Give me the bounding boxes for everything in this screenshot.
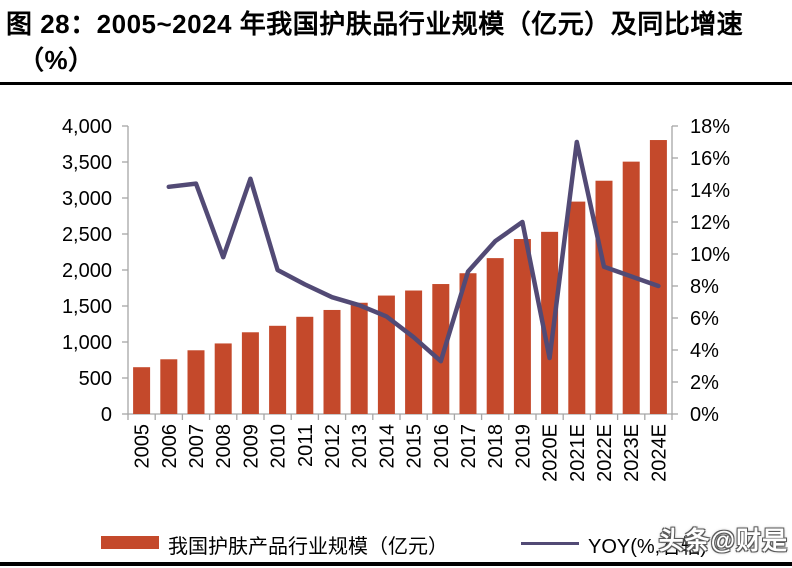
left-axis-label: 2,500 bbox=[62, 224, 112, 246]
x-axis-label: 2020E bbox=[540, 424, 562, 482]
bars-group bbox=[133, 140, 667, 415]
x-axis-label: 2017 bbox=[458, 424, 480, 469]
x-axis-label: 2014 bbox=[376, 424, 398, 469]
right-axis-label: 10% bbox=[690, 244, 730, 266]
x-axis-label: 2006 bbox=[159, 424, 181, 469]
legend-line-swatch bbox=[521, 542, 579, 545]
x-axis-label: 2008 bbox=[213, 424, 235, 469]
right-axis-label: 4% bbox=[690, 340, 719, 362]
chart-legend: 我国护肤产品行业规模（亿元） YOY(%,右轴) bbox=[0, 528, 792, 558]
left-axis-label: 2,000 bbox=[62, 260, 112, 282]
x-axis-label: 2018 bbox=[485, 424, 507, 469]
legend-line-label: YOY(%,右轴) bbox=[588, 536, 707, 558]
bar-2008 bbox=[214, 343, 232, 414]
x-axis-label: 2016 bbox=[431, 424, 453, 469]
bar-2009 bbox=[241, 332, 259, 414]
bar-2017 bbox=[459, 273, 477, 414]
left-axis-label: 4,000 bbox=[62, 116, 112, 138]
x-axis-label: 2013 bbox=[349, 424, 371, 469]
bar-2023E bbox=[622, 161, 640, 414]
right-axis-label: 8% bbox=[690, 276, 719, 298]
right-axis-label: 12% bbox=[690, 212, 730, 234]
right-axis-label: 0% bbox=[690, 404, 719, 426]
left-axis-label: 1,000 bbox=[62, 332, 112, 354]
left-axis-label: 3,000 bbox=[62, 188, 112, 210]
x-axis-label: 2021E bbox=[567, 424, 589, 482]
title-divider bbox=[0, 82, 792, 85]
x-axis-label: 2009 bbox=[240, 424, 262, 469]
x-axis-label: 2023E bbox=[621, 424, 643, 482]
right-axis-label: 16% bbox=[690, 148, 730, 170]
bar-2013 bbox=[350, 302, 368, 414]
bar-2015 bbox=[405, 290, 423, 414]
bar-2005 bbox=[133, 367, 151, 414]
right-axis-label: 18% bbox=[690, 116, 730, 138]
bar-2019 bbox=[513, 239, 531, 414]
left-axis-label: 1,500 bbox=[62, 296, 112, 318]
bar-2012 bbox=[323, 309, 341, 414]
x-axis-label: 2005 bbox=[132, 424, 154, 469]
x-axis-label: 2011 bbox=[295, 424, 317, 467]
figure-title-line2: （%） bbox=[18, 45, 95, 75]
bar-2011 bbox=[296, 316, 314, 414]
bar-2021E bbox=[568, 201, 586, 414]
axis-tick-labels: 0 500 1,000 1,500 2,000 2,500 3,000 3,500 4,000 0… bbox=[62, 116, 730, 482]
x-axis-label: 2012 bbox=[322, 424, 344, 469]
left-axis-label: 3,500 bbox=[62, 152, 112, 174]
legend-bar-swatch bbox=[101, 536, 159, 549]
x-axis-label: 2015 bbox=[404, 424, 426, 469]
legend-bar-label: 我国护肤产品行业规模（亿元） bbox=[168, 536, 448, 558]
bar-2018 bbox=[486, 258, 504, 414]
bar-2016 bbox=[432, 284, 450, 414]
bar-2014 bbox=[377, 295, 395, 414]
bar-2010 bbox=[269, 325, 287, 414]
bar-2022E bbox=[595, 180, 613, 414]
figure-title-line1: 图 28：2005~2024 年我国护肤品行业规模（亿元）及同比增速 bbox=[6, 9, 744, 39]
left-axis-label: 0 bbox=[101, 404, 112, 426]
axes bbox=[122, 125, 678, 420]
bar-2007 bbox=[187, 350, 205, 414]
left-axis-label: 500 bbox=[79, 368, 112, 390]
yoy-line bbox=[166, 139, 661, 364]
x-axis-label: 2024E bbox=[648, 424, 670, 482]
watermark-text: 头条@财是 bbox=[658, 527, 788, 555]
right-axis-label: 14% bbox=[690, 180, 730, 202]
bar-2006 bbox=[160, 359, 178, 414]
x-axis-label: 2019 bbox=[512, 424, 534, 469]
bar-2020E bbox=[541, 231, 559, 414]
x-axis-label: 2010 bbox=[268, 424, 290, 469]
x-axis-label: 2007 bbox=[186, 424, 208, 469]
x-axis-label: 2022E bbox=[594, 424, 616, 482]
bar-2024E bbox=[649, 140, 667, 415]
figure-title: 图 28：2005~2024 年我国护肤品行业规模（亿元）及同比增速 （%） bbox=[6, 6, 786, 78]
right-axis-label: 6% bbox=[690, 308, 719, 330]
bottom-divider bbox=[0, 562, 792, 566]
right-axis-label: 2% bbox=[690, 372, 719, 394]
